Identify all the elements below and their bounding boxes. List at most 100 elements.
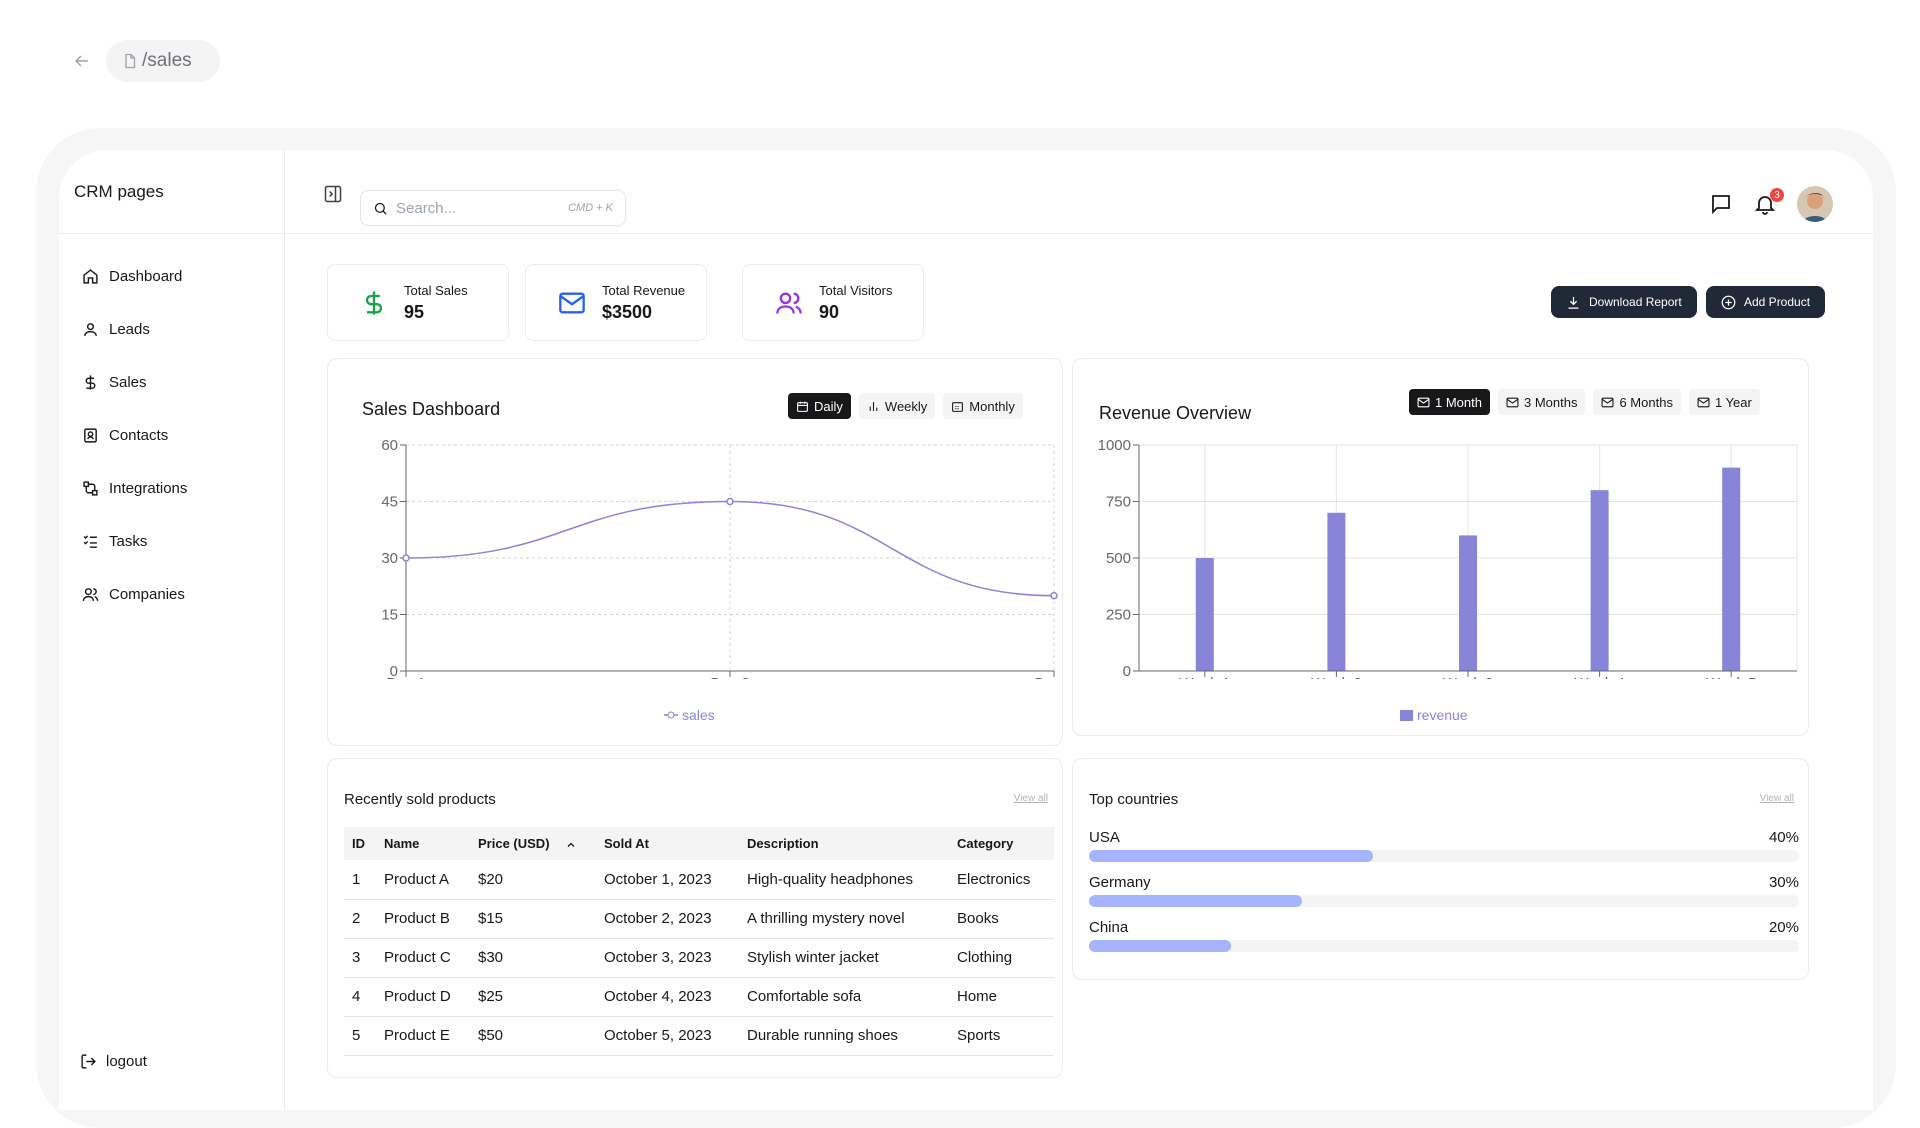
revenue-chart-title: Revenue Overview xyxy=(1099,403,1252,423)
sidebar-item-contacts[interactable]: Contacts xyxy=(59,409,284,462)
mail-icon xyxy=(1506,397,1519,407)
data-point xyxy=(402,554,410,562)
range-1-year-button[interactable]: 1 Year xyxy=(1688,389,1760,415)
table-cell: 1 xyxy=(344,860,376,900)
table-cell: Product E xyxy=(376,1016,470,1056)
column-header-sold-at[interactable]: Sold At xyxy=(596,827,739,860)
bar-week-5 xyxy=(1722,467,1741,671)
y-tick-label: 0 xyxy=(1123,663,1131,679)
sales-chart-title: Sales Dashboard xyxy=(362,399,501,419)
products-view-all-link[interactable]: View all xyxy=(1013,793,1048,804)
mail-icon xyxy=(559,292,585,313)
table-row[interactable]: 3 Product C $30 October 3, 2023 Stylish wint… xyxy=(344,938,1054,978)
range-label: Daily xyxy=(814,398,843,414)
stat-card-total-visitors: Total Visitors 90 xyxy=(742,264,924,341)
countries-view-all-link[interactable]: View all xyxy=(1759,793,1794,804)
sales-dashboard-card: Sales Dashboard Daily Weekly Monthly 0 15… xyxy=(327,358,1064,746)
range-3-months-button[interactable]: 3 Months xyxy=(1497,389,1586,415)
table-cell: $30 xyxy=(470,938,596,978)
sales-legend: sales xyxy=(664,707,715,723)
range-label: Monthly xyxy=(969,398,1015,414)
message-icon[interactable] xyxy=(1709,192,1733,216)
country-bar-fill xyxy=(1089,895,1302,907)
sidebar-item-integrations[interactable]: Integrations xyxy=(59,462,284,515)
sidebar: CRM pages Dashboard Leads Sales Contacts… xyxy=(59,150,285,1110)
sidebar-item-dashboard[interactable]: Dashboard xyxy=(59,250,284,303)
column-header-name[interactable]: Name xyxy=(376,827,470,860)
range-1-month-button[interactable]: 1 Month xyxy=(1409,389,1490,415)
stat-card-total-revenue: Total Revenue $3500 xyxy=(525,264,707,341)
sidebar-toggle-icon[interactable] xyxy=(323,184,343,204)
revenue-bar-chart: 0 250 500 750 1000 Week 1 Week 2 Week 3 Week 4 We… xyxy=(1098,439,1798,679)
users-icon xyxy=(82,588,99,601)
sidebar-item-sales[interactable]: Sales xyxy=(59,356,284,409)
file-icon xyxy=(125,53,136,69)
table-cell: Home xyxy=(949,977,1054,1017)
recent-products-card: Recently sold products View all ID Name … xyxy=(327,758,1063,1078)
column-header-price[interactable]: Price (USD) xyxy=(470,827,596,860)
avatar[interactable] xyxy=(1797,186,1833,222)
bell-icon[interactable]: 3 xyxy=(1753,188,1784,216)
column-header-label: Price (USD) xyxy=(478,836,550,851)
contact-icon xyxy=(84,428,97,443)
app-window: CRM pages Dashboard Leads Sales Contacts… xyxy=(59,150,1873,1110)
range-daily-button[interactable]: Daily xyxy=(788,393,851,419)
sidebar-item-tasks[interactable]: Tasks xyxy=(59,515,284,568)
country-item-china: China 20% xyxy=(1089,919,1799,952)
products-table-body: 1 Product A $20 October 1, 2023 High-quality… xyxy=(344,860,1054,1056)
column-header-category[interactable]: Category xyxy=(949,827,1054,860)
stat-label: Total Visitors xyxy=(819,282,893,298)
x-tick-label: Day 2 xyxy=(710,675,749,679)
back-arrow-icon[interactable] xyxy=(74,53,90,69)
y-tick-label: 30 xyxy=(381,550,398,567)
table-cell: 3 xyxy=(344,938,376,978)
country-bar-track xyxy=(1089,940,1799,952)
range-weekly-button[interactable]: Weekly xyxy=(858,393,936,419)
search-icon xyxy=(374,202,387,215)
table-row[interactable]: 2 Product B $15 October 2, 2023 A thrilling … xyxy=(344,899,1054,939)
sidebar-item-companies[interactable]: Companies xyxy=(59,568,284,621)
range-label: Weekly xyxy=(884,398,928,414)
table-row[interactable]: 1 Product A $20 October 1, 2023 High-quality… xyxy=(344,860,1054,900)
tasks-icon xyxy=(83,535,97,548)
table-row[interactable]: 4 Product D $25 October 4, 2023 Comfortable … xyxy=(344,977,1054,1017)
sidebar-item-label: Sales xyxy=(109,374,147,391)
path-text: /sales xyxy=(142,50,192,71)
revenue-overview-card: Revenue Overview 1 Month 3 Months 6 Mont… xyxy=(1072,358,1809,736)
country-bar-track xyxy=(1089,895,1799,907)
sidebar-item-label: Tasks xyxy=(109,533,148,550)
range-label: 3 Months xyxy=(1523,394,1578,410)
y-tick-label: 750 xyxy=(1106,494,1131,511)
sidebar-item-label: Integrations xyxy=(109,480,188,497)
add-product-button[interactable]: Add Product xyxy=(1706,286,1826,318)
legend-label: revenue xyxy=(1417,707,1468,723)
stat-label: Total Sales xyxy=(404,282,468,298)
y-tick-label: 250 xyxy=(1106,607,1131,624)
path-pill[interactable]: /sales xyxy=(106,40,220,82)
download-report-button[interactable]: Download Report xyxy=(1551,286,1697,318)
country-name: Germany xyxy=(1089,874,1151,891)
search-input[interactable] xyxy=(396,199,546,217)
search-box[interactable]: CMD + K xyxy=(360,190,626,226)
table-cell: Sports xyxy=(949,1016,1054,1056)
table-cell: 4 xyxy=(344,977,376,1017)
range-monthly-button[interactable]: Monthly xyxy=(943,393,1023,419)
sidebar-item-label: Companies xyxy=(109,586,185,603)
data-point xyxy=(726,497,734,506)
country-bar-track xyxy=(1089,850,1799,862)
sidebar-item-label: Contacts xyxy=(109,427,169,444)
plus-circle-icon xyxy=(1721,295,1736,309)
sidebar-item-leads[interactable]: Leads xyxy=(59,303,284,356)
products-title: Recently sold products xyxy=(344,791,496,808)
column-header-id[interactable]: ID xyxy=(344,827,376,860)
column-header-description[interactable]: Description xyxy=(739,827,949,860)
table-cell: Comfortable sofa xyxy=(739,977,949,1017)
calendar-icon xyxy=(797,401,808,412)
data-point xyxy=(1050,591,1058,600)
table-row[interactable]: 5 Product E $50 October 5, 2023 Durable runn… xyxy=(344,1016,1054,1056)
range-6-months-button[interactable]: 6 Months xyxy=(1593,389,1681,415)
table-cell: A thrilling mystery novel xyxy=(739,899,949,939)
sales-line-chart: 0 15 30 45 60 Day 1 Day 2 Day 3 xyxy=(381,439,1064,679)
table-cell: Product C xyxy=(376,938,470,978)
logout-button[interactable]: logout xyxy=(80,1053,147,1070)
